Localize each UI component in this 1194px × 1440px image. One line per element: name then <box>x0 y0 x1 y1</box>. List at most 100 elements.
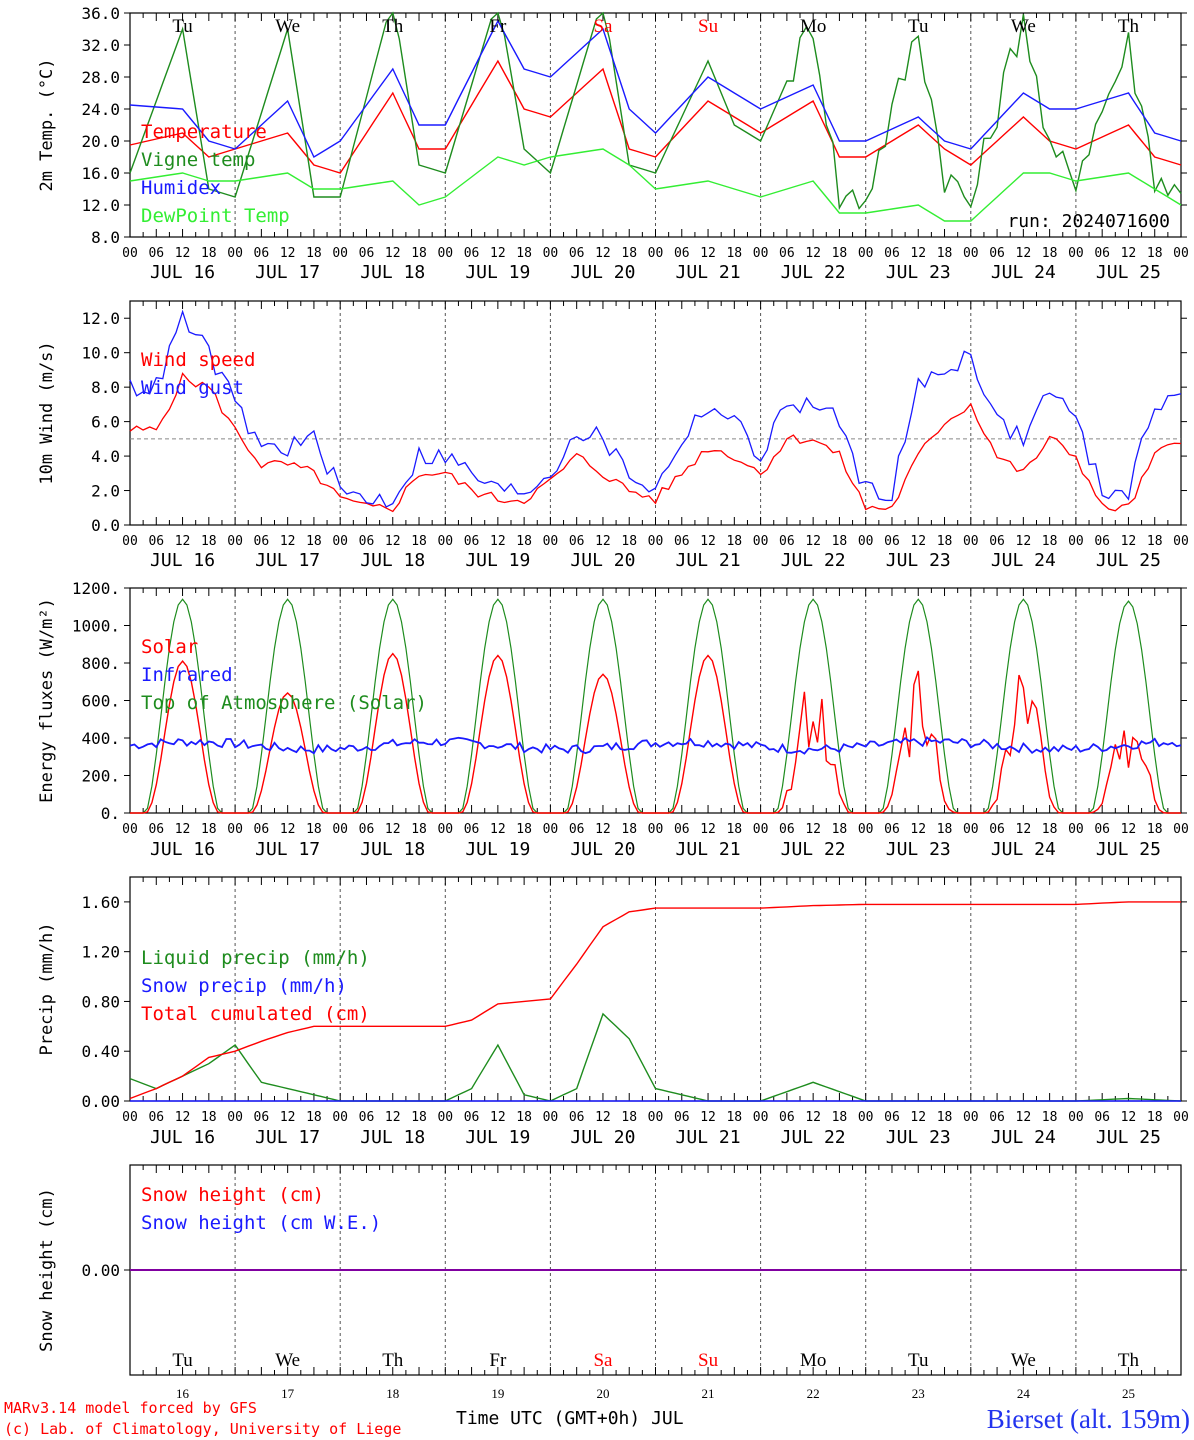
series-line-infrared <box>129 735 1182 755</box>
hour-label: 18 <box>1042 534 1058 549</box>
hour-label: 06 <box>989 246 1005 261</box>
hour-label: 06 <box>1094 246 1110 261</box>
hour-label: 18 <box>411 534 427 549</box>
y-tick-label: 1200. <box>72 579 120 598</box>
series-line-temperature <box>129 59 1182 174</box>
hour-label: 06 <box>254 246 270 261</box>
panel-frame-1 <box>129 12 1182 238</box>
footer-time-axis: Time UTC (GMT+0h) JUL <box>456 1408 684 1429</box>
hour-label: 12 <box>175 534 191 549</box>
hour-label: 00 <box>963 246 979 261</box>
hour-label: 06 <box>569 1110 585 1125</box>
hour-label: 18 <box>1042 822 1058 837</box>
hour-label: 00 <box>963 1110 979 1125</box>
day-number: 22 <box>807 1386 820 1401</box>
y-tick-label: 20.0 <box>81 132 120 151</box>
legend-dewpoint-temp: DewPoint Temp <box>141 205 290 227</box>
date-label: JUL 24 <box>991 262 1056 283</box>
hour-label: 06 <box>359 246 375 261</box>
hour-label: 06 <box>464 534 480 549</box>
hour-label: 06 <box>674 822 690 837</box>
day-name-top: We <box>1011 16 1036 37</box>
hour-label: 18 <box>726 534 742 549</box>
date-label: JUL 25 <box>1096 550 1161 571</box>
hour-label: 00 <box>858 246 874 261</box>
hour-label: 12 <box>1016 246 1032 261</box>
y-tick-label: 12.0 <box>81 196 120 215</box>
run-label: run: 2024071600 <box>1007 211 1170 232</box>
date-label: JUL 16 <box>150 839 215 860</box>
day-name-bottom: Tu <box>908 1350 929 1371</box>
day-number: 20 <box>596 1386 609 1401</box>
legend-snow-precip-mm-h-: Snow precip (mm/h) <box>141 975 347 997</box>
hour-label: 18 <box>411 246 427 261</box>
legend-snow-height-cm-w-e-: Snow height (cm W.E.) <box>141 1212 381 1234</box>
hour-label: 12 <box>700 534 716 549</box>
day-number: 19 <box>491 1386 504 1401</box>
hour-label: 18 <box>516 534 532 549</box>
hour-label: 06 <box>779 822 795 837</box>
hour-label: 18 <box>201 1110 217 1125</box>
date-label: JUL 24 <box>991 550 1056 571</box>
hour-label: 06 <box>1094 1110 1110 1125</box>
hour-label: 12 <box>805 534 821 549</box>
series-line-wind-speed <box>129 372 1182 513</box>
hour-label: 12 <box>490 534 506 549</box>
date-label: JUL 18 <box>360 262 425 283</box>
day-name-bottom: Mo <box>800 1350 826 1371</box>
date-label: JUL 23 <box>886 1127 951 1148</box>
series-line-total-cumulated-cm- <box>129 901 1181 1100</box>
legend-temperature: Temperature <box>141 121 267 143</box>
hour-label: 18 <box>306 534 322 549</box>
date-label: JUL 17 <box>255 839 320 860</box>
date-label: JUL 20 <box>570 839 635 860</box>
y-tick-label: 1000. <box>72 617 120 636</box>
date-label: JUL 18 <box>360 550 425 571</box>
hour-label: 12 <box>595 1110 611 1125</box>
day-number: 23 <box>912 1386 925 1401</box>
date-label: JUL 25 <box>1096 839 1161 860</box>
hour-label: 00 <box>963 534 979 549</box>
hour-label: 18 <box>937 246 953 261</box>
chart-series <box>129 11 1182 1271</box>
legend-wind-gust: Wind gust <box>141 377 244 399</box>
hour-label: 00 <box>543 822 559 837</box>
day-number: 25 <box>1122 1386 1135 1401</box>
day-name-bottom: Th <box>1118 1350 1140 1371</box>
legend-infrared: Infrared <box>141 664 233 686</box>
date-label: JUL 19 <box>465 262 530 283</box>
hour-label: 06 <box>464 822 480 837</box>
hour-label: 06 <box>989 822 1005 837</box>
hour-label: 12 <box>280 822 296 837</box>
legend-wind-speed: Wind speed <box>141 349 255 371</box>
y-tick-label: 0.00 <box>81 1092 120 1111</box>
date-label: JUL 19 <box>465 839 530 860</box>
hour-label: 00 <box>753 534 769 549</box>
hour-label: 06 <box>674 246 690 261</box>
hour-label: 06 <box>989 534 1005 549</box>
hour-label: 06 <box>569 534 585 549</box>
y-tick-label: 800. <box>81 654 120 673</box>
hour-label: 00 <box>1068 822 1084 837</box>
legend-total-cumulated-cm-: Total cumulated (cm) <box>141 1003 370 1025</box>
hour-label: 18 <box>306 246 322 261</box>
y-tick-label: 6.0 <box>91 413 120 432</box>
y-tick-label: 8.0 <box>91 378 120 397</box>
hour-label: 18 <box>1147 1110 1163 1125</box>
panel-frame-2 <box>129 300 1182 526</box>
day-name-bottom: Su <box>698 1350 719 1371</box>
hour-label: 00 <box>648 246 664 261</box>
hour-label: 18 <box>516 822 532 837</box>
hour-label: 12 <box>910 1110 926 1125</box>
day-name-bottom: Fr <box>489 1350 507 1371</box>
hour-label: 00 <box>227 246 243 261</box>
legend-top-of-atmosphere-solar-: Top of Atmosphere (Solar) <box>141 692 427 714</box>
hour-label: 12 <box>700 1110 716 1125</box>
hour-label: 12 <box>805 246 821 261</box>
hour-label: 06 <box>884 822 900 837</box>
hour-label: 06 <box>464 246 480 261</box>
hour-label: 12 <box>385 534 401 549</box>
hour-label: 00 <box>1173 1110 1189 1125</box>
hour-label: 06 <box>674 1110 690 1125</box>
hour-label: 18 <box>726 822 742 837</box>
